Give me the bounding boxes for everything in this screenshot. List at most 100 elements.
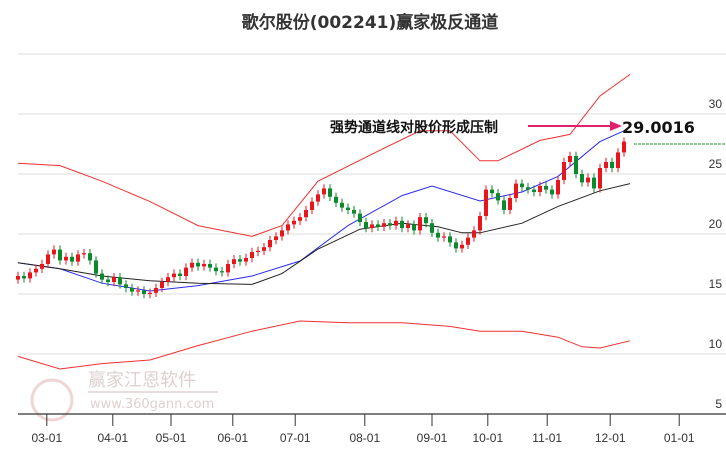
candle-body — [118, 277, 122, 285]
candle-body — [352, 210, 356, 214]
candle — [298, 213, 302, 225]
candle-body — [316, 194, 320, 202]
candle-body — [370, 224, 374, 228]
candle — [466, 233, 470, 249]
candle — [478, 211, 482, 235]
candle-body — [226, 264, 230, 273]
x-tick-label: 06-01 — [217, 431, 248, 445]
candle-body — [106, 279, 110, 282]
moving-average-line — [17, 183, 631, 285]
candle — [568, 151, 572, 167]
middle-channel-line — [17, 130, 625, 292]
candle — [214, 263, 218, 276]
candles — [16, 137, 626, 299]
candle — [262, 243, 266, 255]
candle-body — [532, 189, 536, 192]
candle — [148, 288, 152, 299]
candle — [382, 219, 386, 231]
candle-body — [178, 273, 182, 276]
candle-body — [478, 216, 482, 231]
candle — [484, 185, 488, 221]
candle — [304, 205, 308, 222]
candle — [142, 286, 146, 299]
candle-body — [448, 236, 452, 243]
x-axis: 03-01 04-01 05-01 06-01 07-01 08-01 09-01 10-01… — [18, 413, 726, 445]
candle-body — [202, 264, 206, 267]
candle-body — [490, 189, 494, 194]
candle-body — [52, 249, 56, 255]
candle — [388, 219, 392, 230]
candle — [268, 235, 272, 252]
watermark-seal-icon — [30, 378, 74, 422]
candle — [274, 232, 278, 245]
candle-body — [136, 290, 140, 292]
candle-body — [280, 230, 284, 237]
candle — [202, 259, 206, 271]
lower-channel-line — [17, 320, 631, 370]
candle-body — [112, 277, 116, 282]
candle-body — [196, 262, 200, 267]
candle — [412, 220, 416, 235]
candle — [610, 157, 614, 173]
candle-body — [610, 162, 614, 168]
annotation-text: 强势通道线对股价形成压制 — [330, 119, 498, 136]
candle — [226, 259, 230, 277]
candle — [400, 216, 404, 233]
candle-body — [286, 224, 290, 231]
x-tick-label: 03-01 — [31, 431, 62, 445]
candle-body — [460, 244, 464, 249]
candle-body — [358, 213, 362, 222]
candle-body — [76, 254, 80, 262]
candle — [604, 157, 608, 173]
candle — [364, 217, 368, 233]
candle — [346, 203, 350, 215]
arrow-head-icon — [610, 121, 622, 131]
candle-body — [298, 217, 302, 221]
candle-body — [310, 201, 314, 210]
candle-body — [190, 262, 194, 268]
candle — [532, 185, 536, 197]
candle-body — [538, 186, 542, 192]
watermark: 赢家江恩软件 www.360gann.com — [30, 369, 218, 422]
candle-body — [58, 249, 62, 261]
candle-body — [520, 183, 524, 188]
candle — [574, 151, 578, 179]
watermark-url: www.360gann.com — [90, 397, 214, 412]
candle — [70, 252, 74, 266]
chart-title: 歌尔股份(002241)赢家极反通道 — [242, 12, 499, 33]
candle-body — [334, 196, 338, 203]
x-tick-label: 05-01 — [156, 431, 187, 445]
candle — [580, 169, 584, 187]
candle-body — [40, 264, 44, 269]
candle-body — [130, 288, 134, 292]
candle-body — [244, 258, 248, 262]
candle-body — [592, 177, 596, 189]
candle-body — [394, 220, 398, 226]
candle — [460, 240, 464, 253]
candle — [112, 273, 116, 287]
candle — [160, 277, 164, 293]
candle — [430, 219, 434, 237]
candle-body — [616, 152, 620, 168]
candle — [256, 246, 260, 257]
candle — [370, 220, 374, 233]
upper-channel-line — [17, 73, 631, 237]
candle-body — [586, 177, 590, 183]
candle — [154, 283, 158, 297]
candle-body — [28, 272, 32, 279]
candle-body — [454, 242, 458, 249]
candle — [520, 179, 524, 192]
candle — [310, 197, 314, 215]
x-tick-label: 07-01 — [280, 431, 311, 445]
y-tick-label: 5 — [715, 397, 722, 411]
candle-body — [472, 230, 476, 238]
candle — [358, 209, 362, 227]
candle — [130, 283, 134, 296]
candle — [136, 286, 140, 296]
candle — [196, 258, 200, 271]
candle — [328, 184, 332, 201]
candle — [508, 193, 512, 215]
candle-body — [544, 186, 548, 190]
candle — [190, 258, 194, 272]
